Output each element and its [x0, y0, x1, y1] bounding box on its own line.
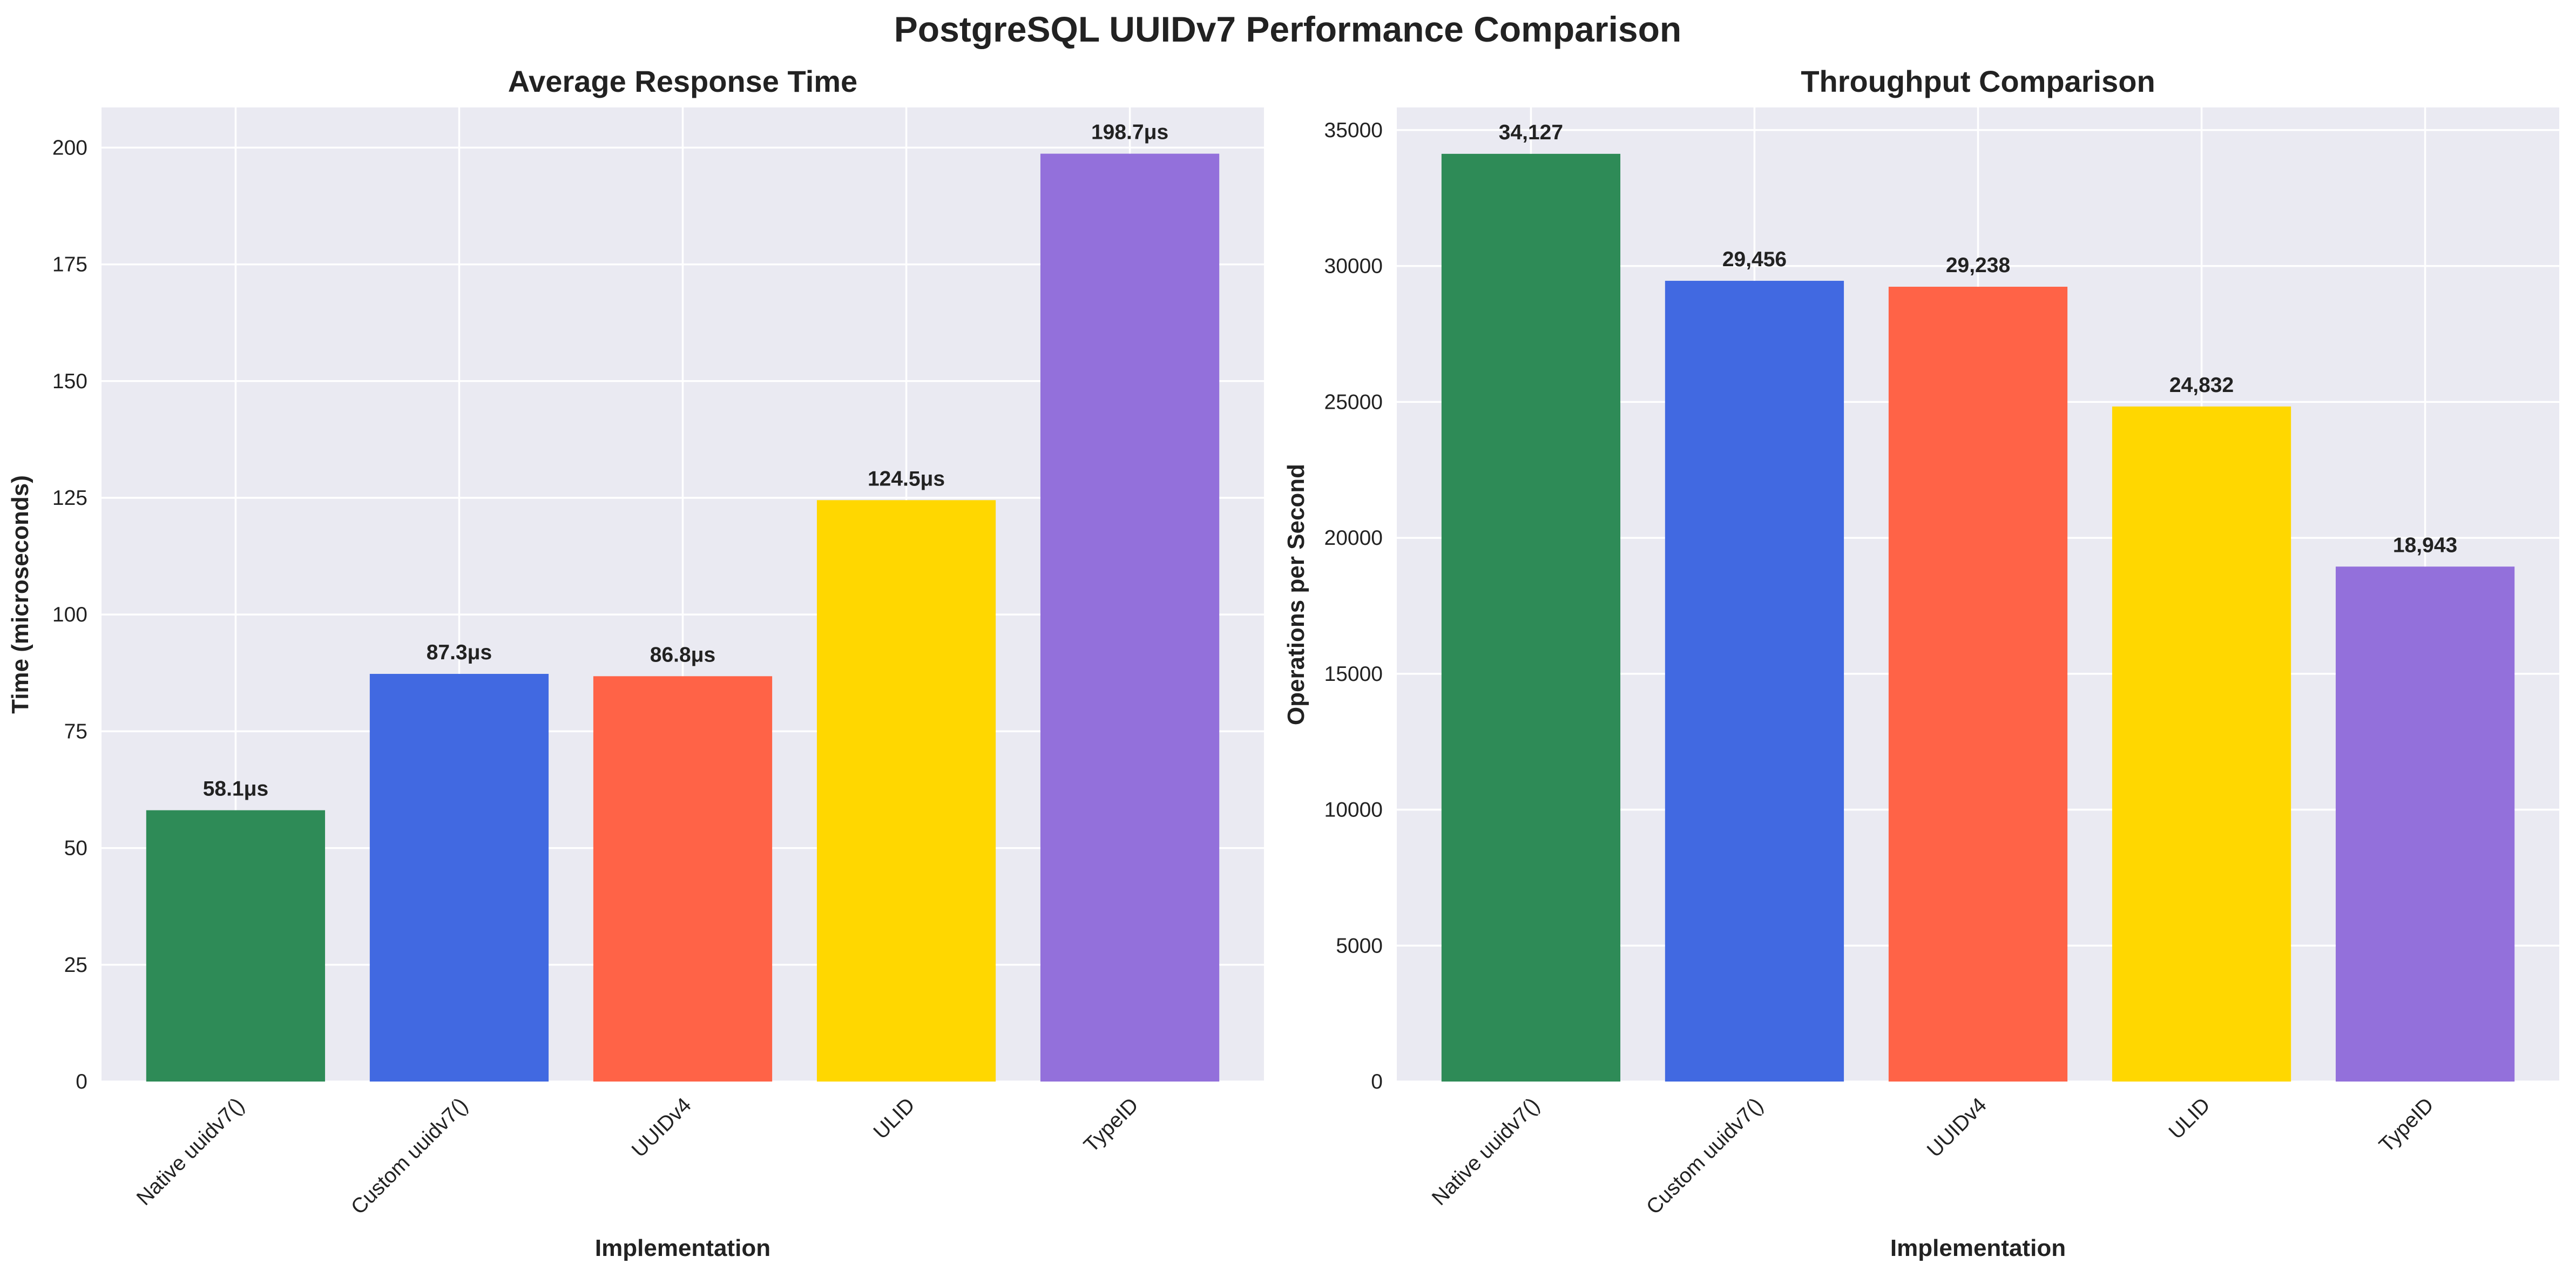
throughput-y-tick-label: 15000 [1324, 663, 1383, 686]
throughput-y-tick-label: 5000 [1336, 934, 1383, 957]
throughput-bar-value-label: 29,238 [1946, 254, 2010, 277]
figure-title: PostgreSQL UUIDv7 Performance Comparison [894, 9, 1682, 49]
throughput-chart-title: Throughput Comparison [1801, 64, 2155, 98]
throughput-x-axis-label: Implementation [1890, 1235, 2066, 1261]
response-time-chart-title: Average Response Time [508, 64, 857, 98]
throughput-bar [1665, 281, 1844, 1082]
response-time-y-tick-label: 0 [76, 1070, 87, 1093]
throughput-bar [1888, 287, 2068, 1082]
response-time-y-tick-label: 175 [52, 253, 87, 276]
response-time-bar [816, 500, 996, 1082]
throughput-y-tick-label: 35000 [1324, 119, 1383, 142]
response-time-bar-value-label: 124.5μs [868, 467, 945, 490]
response-time-y-tick-label: 100 [52, 603, 87, 626]
throughput-bar-value-label: 18,943 [2393, 533, 2457, 557]
throughput-y-axis-label: Operations per Second [1283, 464, 1309, 725]
response-time-bar [593, 676, 773, 1082]
response-time-y-tick-label: 125 [52, 487, 87, 510]
throughput-y-tick-label: 0 [1371, 1070, 1383, 1093]
response-time-x-axis-label: Implementation [595, 1235, 770, 1261]
response-time-bar-value-label: 87.3μs [427, 641, 492, 664]
response-time-y-axis-label: Time (microseconds) [7, 475, 33, 714]
throughput-bar [2335, 566, 2515, 1082]
throughput-bar-value-label: 34,127 [1499, 121, 1563, 144]
throughput-y-tick-label: 25000 [1324, 390, 1383, 414]
response-time-bar [146, 810, 326, 1082]
response-time-bar [1040, 153, 1220, 1082]
response-time-y-tick-label: 25 [64, 954, 87, 977]
response-time-y-tick-label: 200 [52, 136, 87, 159]
response-time-y-tick-label: 50 [64, 837, 87, 860]
throughput-chart: 0 5000 10000 15000 20000 25000 30000 35000 34,12… [1283, 64, 2559, 1261]
response-time-bar-value-label: 58.1μs [203, 778, 268, 801]
response-time-y-tick-label: 150 [52, 370, 87, 393]
response-time-bar [369, 674, 549, 1082]
response-time-bar-value-label: 198.7μs [1091, 121, 1168, 144]
throughput-bar [1441, 153, 1621, 1082]
throughput-y-tick-label: 10000 [1324, 799, 1383, 822]
throughput-bar [2112, 406, 2291, 1082]
throughput-y-tick-label: 20000 [1324, 526, 1383, 550]
response-time-y-tick-label: 75 [64, 720, 87, 743]
throughput-bar-value-label: 29,456 [1722, 248, 1787, 271]
throughput-bar-value-label: 24,832 [2169, 374, 2234, 397]
throughput-y-tick-label: 30000 [1324, 255, 1383, 278]
response-time-bar-value-label: 86.8μs [650, 643, 715, 666]
